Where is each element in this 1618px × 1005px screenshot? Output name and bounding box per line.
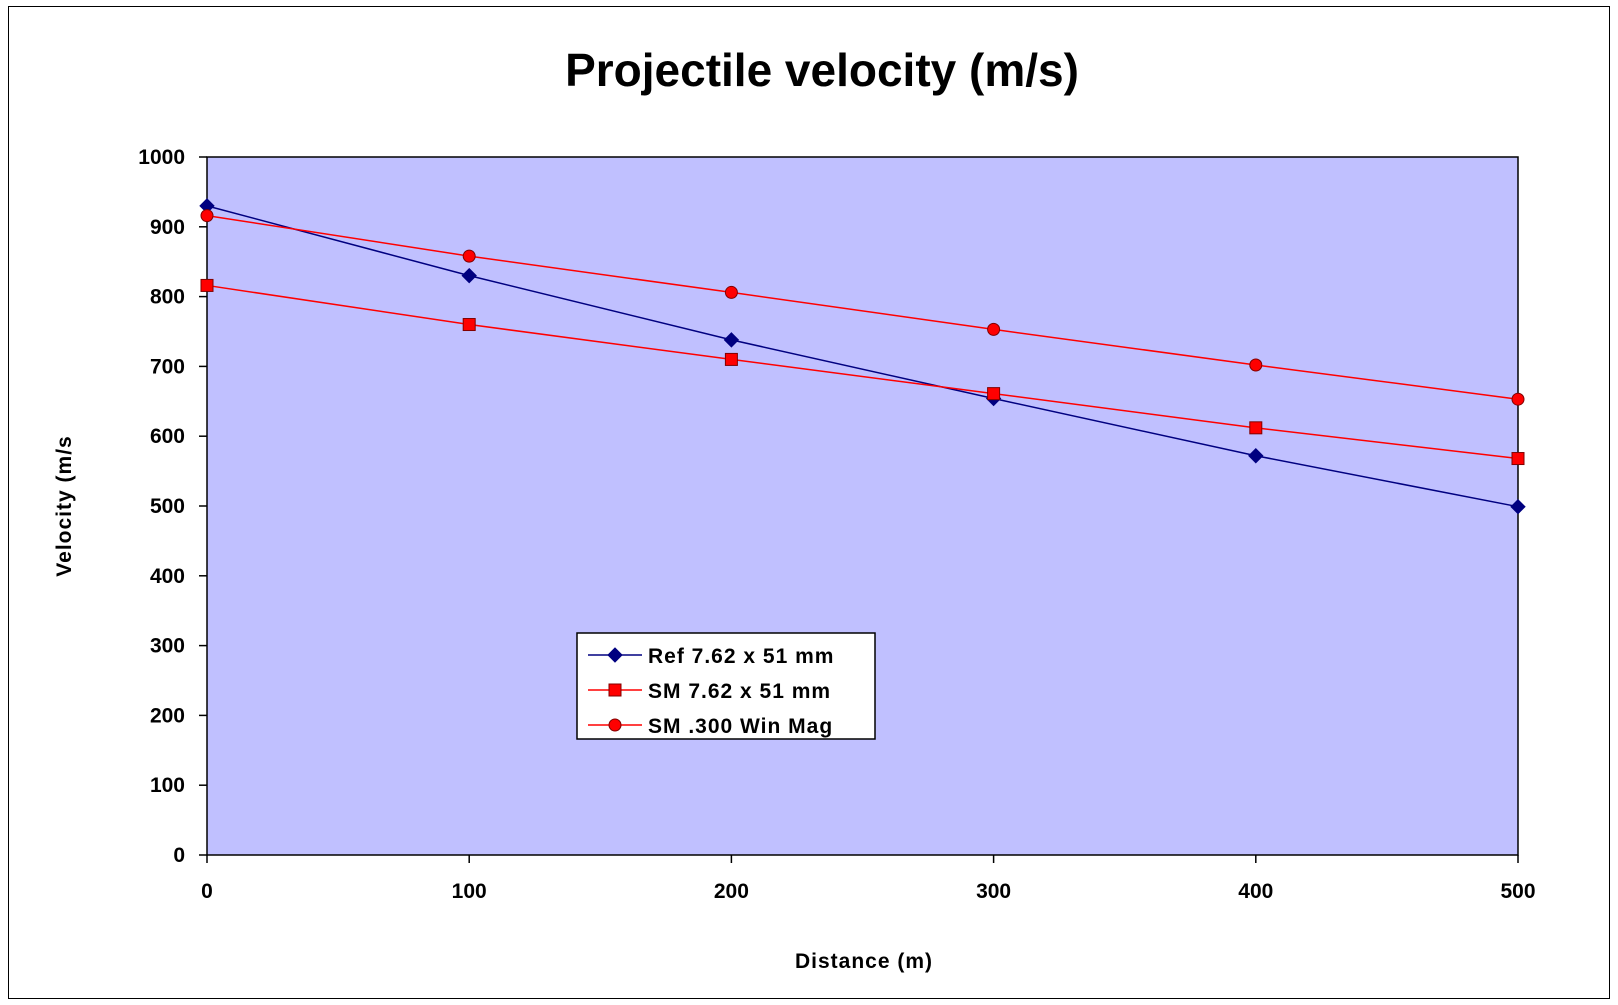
- x-axis-label: Distance (m): [795, 950, 933, 973]
- x-axis: 0 100 200 300 400 500: [201, 855, 1536, 903]
- series-2: [200, 278, 1525, 466]
- legend-entry: Ref 7.62 x 51 mm: [588, 645, 834, 668]
- legend: Ref 7.62 x 51 mm SM 7.62 x 51 mm SM .300 W…: [576, 632, 876, 740]
- y-axis-label: Velocity (m/s: [53, 435, 76, 576]
- y-tick-label: 100: [150, 774, 185, 797]
- x-tick-label: 400: [1238, 880, 1273, 903]
- data-point: [200, 278, 214, 292]
- data-point: [1510, 498, 1526, 515]
- y-tick-label: 300: [150, 635, 185, 658]
- legend-marker: [608, 718, 622, 732]
- legend-box: [576, 632, 876, 740]
- series-line: [206, 214, 1519, 400]
- x-tick-label: 0: [201, 880, 213, 903]
- y-tick-label: 900: [150, 216, 185, 239]
- data-point: [461, 267, 477, 284]
- y-tick-label: 400: [150, 565, 185, 588]
- data-point: [200, 209, 214, 223]
- data-point: [1248, 448, 1264, 464]
- data-point: [724, 352, 738, 366]
- data-point: [724, 285, 738, 299]
- data-point: [462, 318, 476, 332]
- y-tick-label: 700: [150, 355, 185, 378]
- series-layer: [199, 198, 1526, 515]
- series-3: [200, 209, 1525, 406]
- data-point: [1511, 392, 1525, 406]
- plot-area: [206, 156, 1519, 856]
- legend-entry: SM .300 Win Mag: [588, 715, 833, 738]
- legend-marker: [608, 683, 622, 697]
- legend-marker: [607, 647, 623, 663]
- x-tick-label: 500: [1500, 880, 1535, 903]
- legend-entry: SM 7.62 x 51 mm: [588, 680, 831, 703]
- y-tick-label: 600: [150, 425, 185, 448]
- data-point: [723, 332, 740, 348]
- x-tick-label: 100: [452, 880, 487, 903]
- y-tick-label: 800: [150, 286, 185, 309]
- data-point: [1249, 358, 1263, 372]
- x-tick-label: 300: [976, 880, 1011, 903]
- y-tick-label: 1000: [138, 146, 185, 169]
- y-axis: 0 100 200 300 400 500 600 700 800 900 1000: [138, 146, 207, 867]
- data-point: [1249, 421, 1263, 435]
- legend-label: SM .300 Win Mag: [648, 715, 833, 738]
- y-tick-label: 0: [173, 844, 185, 867]
- legend-label: SM 7.62 x 51 mm: [648, 680, 831, 703]
- series-line: [206, 205, 1519, 508]
- y-tick-label: 500: [150, 495, 185, 518]
- data-point: [462, 249, 476, 263]
- data-point: [987, 387, 1001, 401]
- legend-label: Ref 7.62 x 51 mm: [648, 645, 834, 668]
- chart-title: Projectile velocity (m/s): [565, 44, 1079, 96]
- data-point: [1511, 452, 1525, 466]
- data-point: [987, 322, 1001, 336]
- series-line: [206, 284, 1519, 460]
- x-tick-label: 200: [714, 880, 749, 903]
- y-tick-label: 200: [150, 704, 185, 727]
